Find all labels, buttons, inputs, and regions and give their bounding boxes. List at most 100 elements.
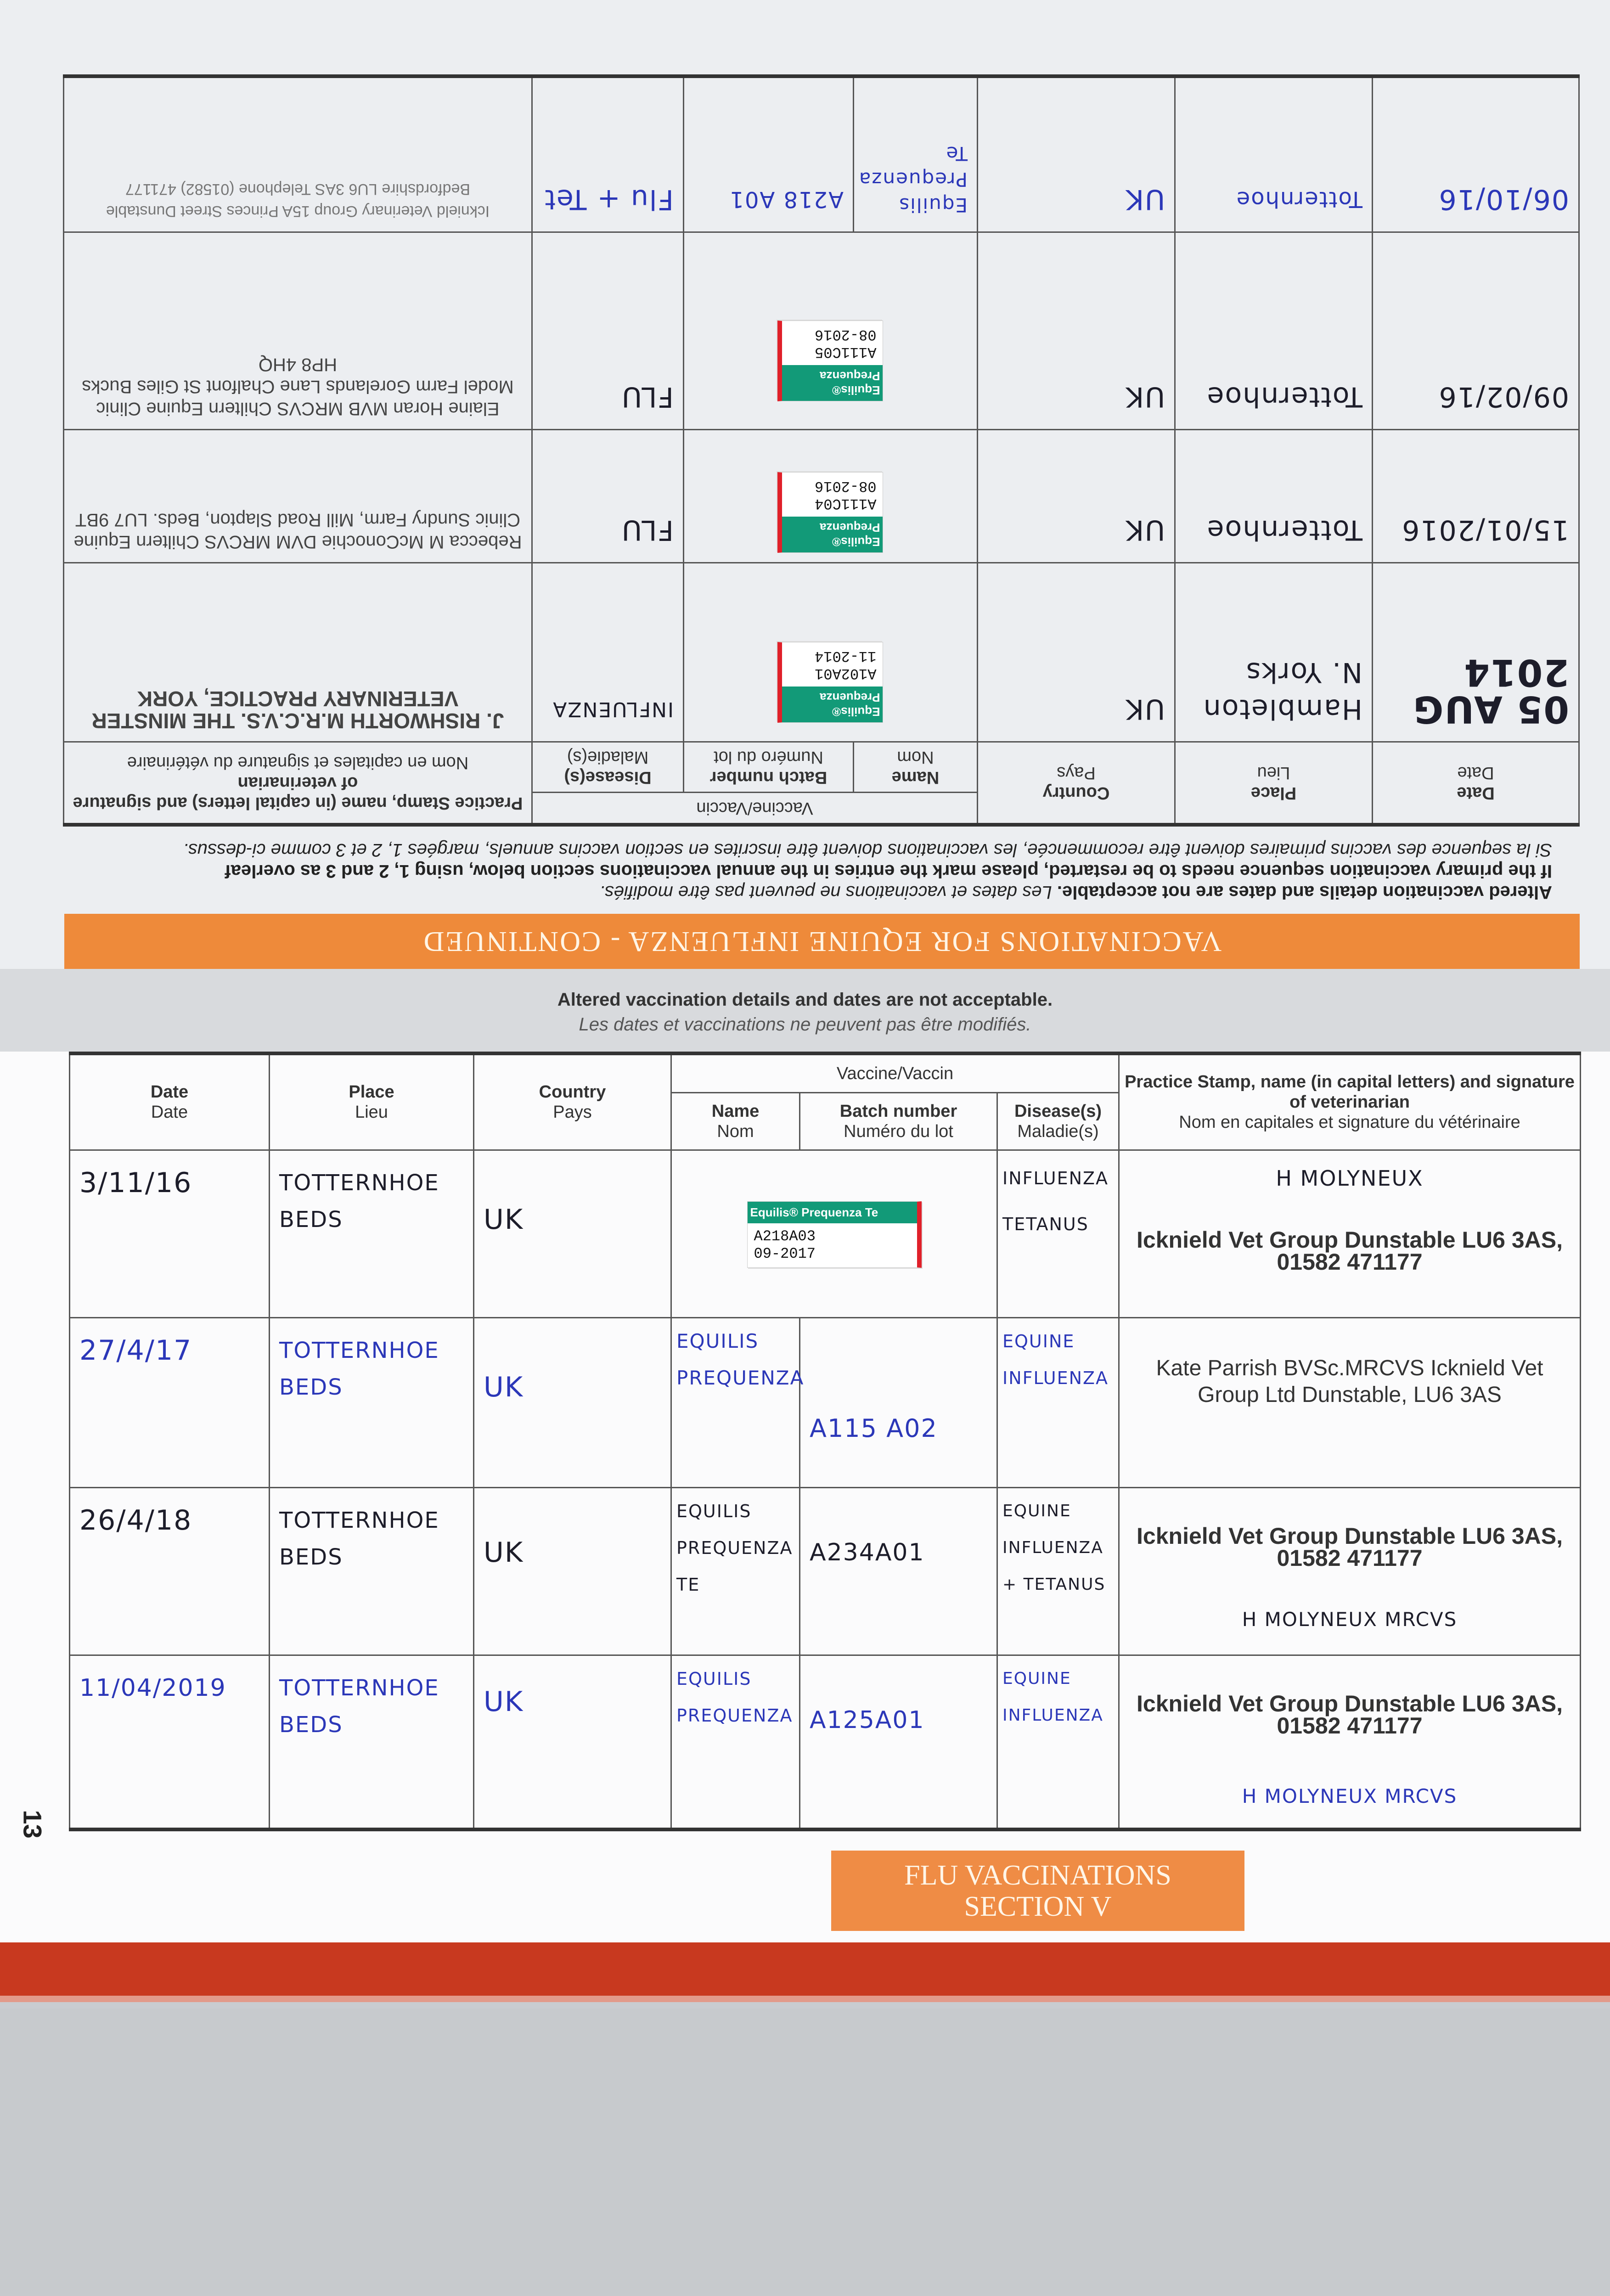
notice-strip: Altered vaccination details and dates ar… bbox=[0, 969, 1610, 1052]
country-cell: UK bbox=[473, 1149, 672, 1318]
practice-stamp: Icknield Veterinary Group 15A Princes St… bbox=[63, 76, 532, 232]
place-cell: TOTTERNHOE BEDS bbox=[269, 1486, 474, 1656]
upper-page-upside-down: VACCINATIONS FOR EQUINE INFLUENZA - CONT… bbox=[0, 0, 1610, 969]
header-disease: Disease(s) Maladie(s) bbox=[996, 1092, 1120, 1151]
country-cell: UK bbox=[473, 1317, 672, 1488]
vaccine-sticker-cell: Equilis® Prequenza Te A218A03 09-2017 bbox=[670, 1149, 998, 1318]
header-disease: Disease(s) Maladie(s) bbox=[532, 742, 684, 793]
place-cell: TOTTERNHOE BEDS bbox=[269, 1317, 474, 1488]
header-country: Country Pays bbox=[473, 1052, 672, 1151]
vaccine-sticker-cell: Equilis® Prequenza A111C04 08-2016 bbox=[683, 430, 978, 563]
practice-cell: H MOLYNEUX Icknield Vet Group Dunstable … bbox=[1118, 1149, 1582, 1318]
date-cell: 3/11/16 bbox=[69, 1149, 270, 1318]
vaccine-name-cell: Equilis Prequenza Te bbox=[853, 76, 978, 232]
header-practice: Practice Stamp, name (in capital letters… bbox=[63, 742, 532, 825]
header-vaccine: Vaccine/Vaccin bbox=[532, 793, 978, 825]
practice-stamp: Icknield Vet Group Dunstable LU6 3AS, 01… bbox=[1137, 1227, 1563, 1275]
table-row: 26/4/18 TOTTERNHOE BEDS UK EQUILIS PREQU… bbox=[69, 1486, 1582, 1656]
vaccine-name-cell: EQUILIS PREQUENZA bbox=[670, 1654, 800, 1830]
country-cell: UK bbox=[977, 563, 1175, 742]
batch-cell: A125A01 bbox=[799, 1654, 998, 1830]
practice-stamp: Kate Parrish BVSc.MRCVS Icknield Vet Gro… bbox=[1118, 1317, 1582, 1488]
header-name: Name Nom bbox=[670, 1092, 800, 1151]
practice-cell: Icknield Vet Group Dunstable LU6 3AS, 01… bbox=[1118, 1654, 1582, 1830]
disease-cell: INFLUENZA bbox=[532, 563, 684, 742]
header-batch: Batch number Numéro du lot bbox=[683, 742, 854, 793]
lower-vaccination-table: Date Date Place Lieu Country Pays Vaccine/V… bbox=[69, 1052, 1582, 1831]
disease-cell: EQUINE INFLUENZA bbox=[996, 1317, 1120, 1488]
date-cell: 27/4/17 bbox=[69, 1317, 270, 1488]
batch-cell: A115 A02 bbox=[799, 1317, 998, 1488]
table-row: 05 AUG 2014 Hambleton N. Yorks UK Equili… bbox=[63, 563, 1579, 742]
date-cell: 05 AUG 2014 bbox=[1372, 563, 1579, 742]
instruction-text: Altered vaccination details and dates ar… bbox=[1057, 882, 1552, 902]
section-title: FLU VACCINATIONS bbox=[904, 1860, 1171, 1891]
vaccine-sticker-cell: Equilis® Prequenza A102A01 11-2014 bbox=[683, 563, 978, 742]
section-subtitle: SECTION V bbox=[964, 1891, 1112, 1922]
disease-cell: EQUINE INFLUENZA + TETANUS bbox=[996, 1486, 1120, 1656]
date-cell: 11/04/2019 bbox=[69, 1654, 270, 1830]
disease-cell: FLU bbox=[532, 430, 684, 563]
upper-vaccination-table: Date Date Place Lieu Country Pays Vaccine/V… bbox=[62, 74, 1580, 827]
header-batch: Batch number Numéro du lot bbox=[799, 1092, 998, 1151]
table-row: 06/10/16 Totternhoe UK Equilis Prequenza… bbox=[63, 76, 1579, 232]
disease-cell: FLU bbox=[532, 232, 684, 430]
notice-text-fr: Les dates et vaccinations ne peuvent pas… bbox=[579, 1014, 1031, 1035]
country-cell: UK bbox=[473, 1654, 672, 1830]
header-name: Name Nom bbox=[853, 742, 978, 793]
vaccine-sticker: Equilis® Prequenza A102A01 11-2014 bbox=[777, 642, 884, 723]
practice-stamp: Rebecca M McConochie DVM MRCVS Chiltern … bbox=[63, 430, 532, 563]
table-row: 27/4/17 TOTTERNHOE BEDS UK EQUILIS PREQU… bbox=[69, 1317, 1582, 1488]
place-cell: TOTTERNHOE BEDS bbox=[269, 1149, 474, 1318]
practice-cell: Icknield Vet Group Dunstable LU6 3AS, 01… bbox=[1118, 1486, 1582, 1656]
batch-cell: A218 A01 bbox=[683, 76, 854, 232]
notice-text: Altered vaccination details and dates ar… bbox=[557, 990, 1053, 1010]
header-place: Place Lieu bbox=[1175, 742, 1373, 825]
rotated-page-content: VACCINATIONS FOR EQUINE INFLUENZA - CONT… bbox=[62, 60, 1580, 969]
disease-cell: Flu + Tet bbox=[532, 76, 684, 232]
header-place: Place Lieu bbox=[269, 1052, 474, 1151]
vaccine-sticker-cell: Equilis® Prequenza A111C05 08-2016 bbox=[683, 232, 978, 430]
vaccine-name-cell: EQUILIS PREQUENZA TE bbox=[670, 1486, 800, 1656]
passport-cover-edge bbox=[0, 1942, 1610, 2002]
table-row: 09/02/16 Totternhoe UK Equilis® Prequenz… bbox=[63, 232, 1579, 430]
country-cell: UK bbox=[977, 76, 1175, 232]
table-row: 3/11/16 TOTTERNHOE BEDS UK Equilis® Preq… bbox=[69, 1149, 1582, 1318]
instruction-text-fr: Si la sequence des vaccins primaires doi… bbox=[183, 840, 1552, 860]
place-cell: Hambleton N. Yorks bbox=[1175, 563, 1373, 742]
scanner-background bbox=[0, 2009, 1610, 2296]
vaccine-sticker: Equilis® Prequenza Te A218A03 09-2017 bbox=[747, 1201, 922, 1268]
place-cell: TOTTERNHOE BEDS bbox=[269, 1654, 474, 1830]
vet-name: H MOLYNEUX MRCVS bbox=[1242, 1784, 1458, 1807]
instructions: Altered vaccination details and dates ar… bbox=[64, 827, 1580, 914]
header-vaccine: Vaccine/Vaccin bbox=[670, 1052, 1120, 1093]
vaccine-name-cell: EQUILIS PREQUENZA bbox=[670, 1317, 803, 1488]
table-row: 15/01/2016 Totternhoe UK Equilis® Preque… bbox=[63, 430, 1579, 563]
country-cell: UK bbox=[977, 232, 1175, 430]
place-cell: Totternhoe bbox=[1175, 430, 1373, 563]
country-cell: UK bbox=[977, 430, 1175, 563]
batch-cell: A234A01 bbox=[799, 1486, 998, 1656]
header-date: Date Date bbox=[1372, 742, 1579, 825]
disease-cell: INFLUENZA TETANUS bbox=[996, 1149, 1120, 1318]
date-cell: 09/02/16 bbox=[1372, 232, 1579, 430]
date-cell: 15/01/2016 bbox=[1372, 430, 1579, 563]
header-practice: Practice Stamp, name (in capital letters… bbox=[1118, 1052, 1582, 1151]
practice-stamp: Icknield Vet Group Dunstable LU6 3AS, 01… bbox=[1137, 1523, 1563, 1571]
table-row: 11/04/2019 TOTTERNHOE BEDS UK EQUILIS PR… bbox=[69, 1654, 1582, 1830]
header-country: Country Pays bbox=[977, 742, 1175, 825]
section-banner: VACCINATIONS FOR EQUINE INFLUENZA - CONT… bbox=[64, 914, 1580, 969]
vet-name: H MOLYNEUX bbox=[1276, 1165, 1424, 1191]
disease-cell: EQUINE INFLUENZA bbox=[996, 1654, 1120, 1830]
instruction-text: If the primary vaccination sequence need… bbox=[225, 861, 1552, 881]
country-cell: UK bbox=[473, 1486, 672, 1656]
practice-stamp: J. RISHWORTH M.R.C.V.S. THE MINSTER VETE… bbox=[63, 563, 532, 742]
instruction-text-fr: Les dates et vaccinations ne peuvent pas… bbox=[599, 882, 1052, 902]
vaccine-sticker: Equilis® Prequenza A111C05 08-2016 bbox=[777, 321, 884, 402]
date-cell: 26/4/18 bbox=[69, 1486, 270, 1656]
practice-stamp: Elaine Horan MVB MRCVS Chiltern Equine C… bbox=[63, 232, 532, 430]
vaccine-sticker: Equilis® Prequenza A111C04 08-2016 bbox=[777, 472, 884, 553]
lower-page: Altered vaccination details and dates ar… bbox=[0, 969, 1610, 1947]
place-cell: Totternhoe bbox=[1175, 76, 1373, 232]
header-date: Date Date bbox=[69, 1052, 270, 1151]
